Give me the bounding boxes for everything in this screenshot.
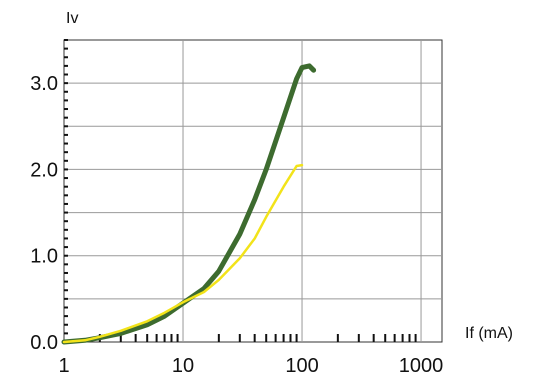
x-axis-title: If (mA) (465, 325, 513, 342)
y-tick-label: 2.0 (30, 159, 58, 181)
series-line-1 (61, 63, 317, 345)
grid (64, 40, 442, 342)
y-axis-title: Iv (66, 10, 78, 27)
x-ticks: 1 10 100 1000 (58, 355, 443, 377)
x-tick-label: 100 (285, 355, 318, 377)
series-line-2 (62, 163, 304, 344)
y-tick-label: 0.0 (30, 332, 58, 354)
plot-area (63, 39, 443, 343)
x-tick-label: 1 (58, 355, 69, 377)
x-tick-label: 10 (172, 355, 194, 377)
series-group (61, 63, 317, 345)
x-tick-label: 1000 (399, 355, 444, 377)
y-tick-label: 1.0 (30, 246, 58, 268)
minor-ticks (64, 39, 417, 343)
y-tick-label: 3.0 (30, 73, 58, 95)
y-ticks: 0.0 1.0 2.0 3.0 (30, 73, 58, 354)
